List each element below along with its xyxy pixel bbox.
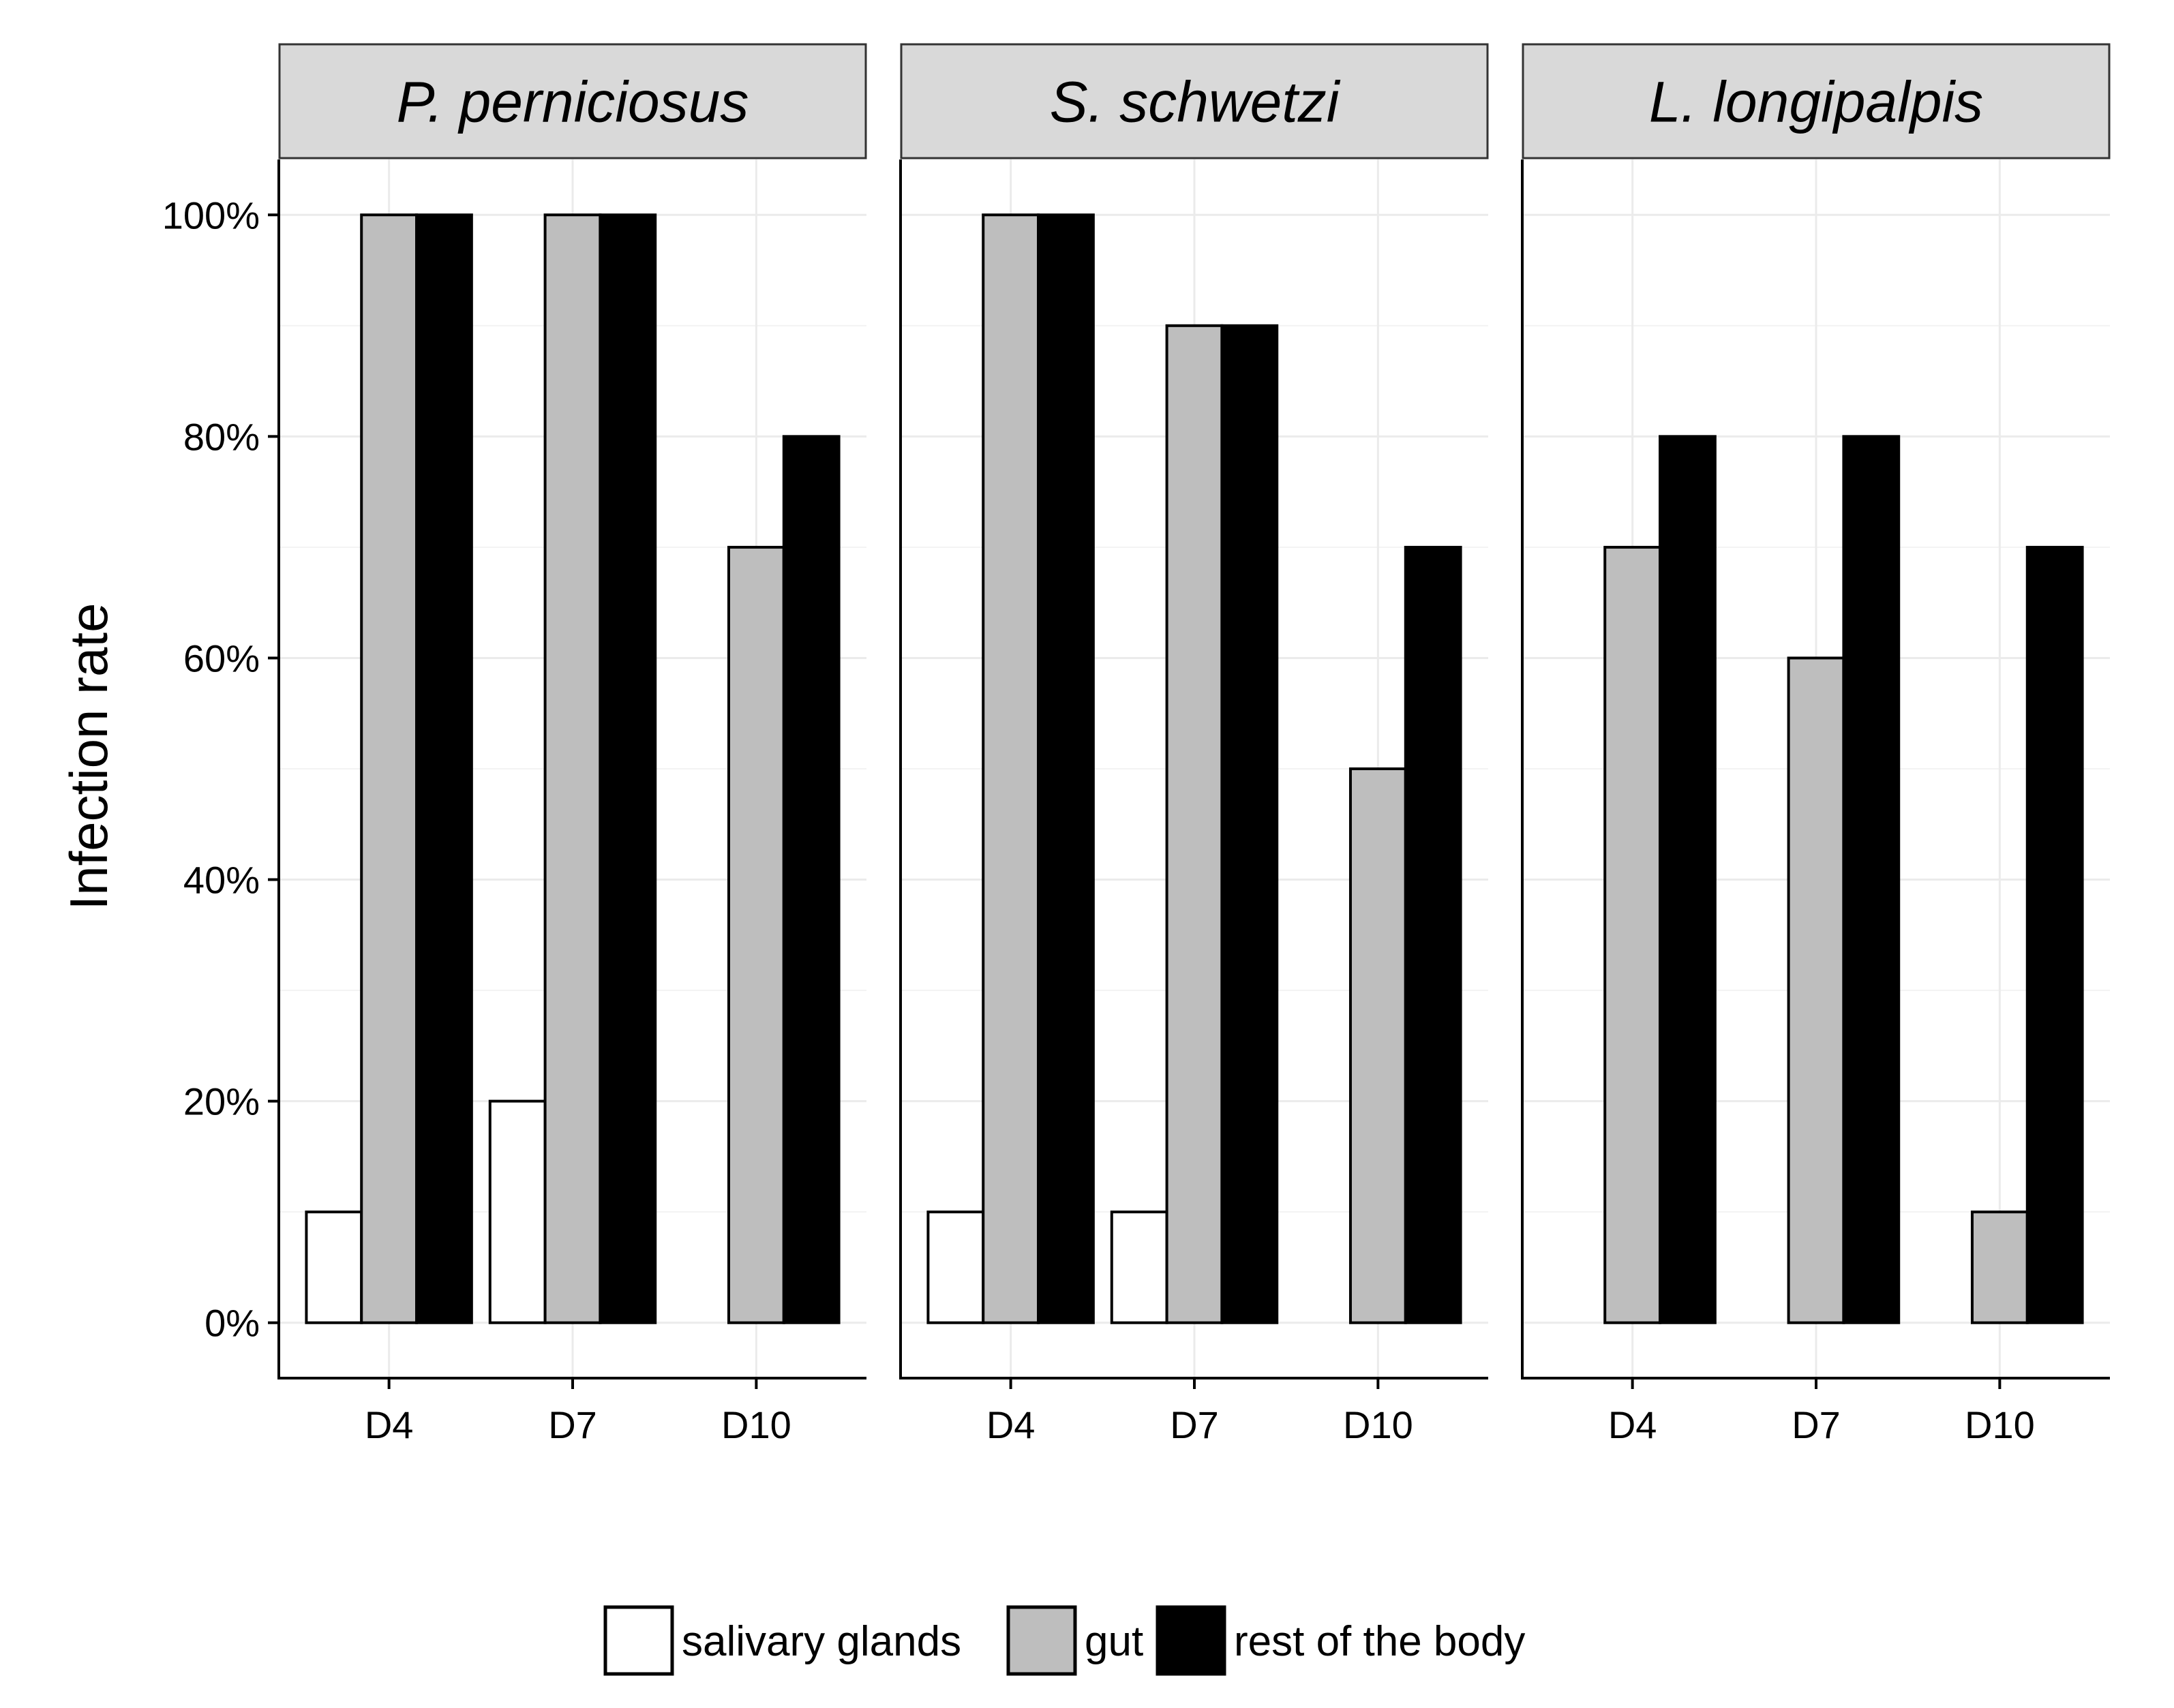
bar-s-schwetzi-d7-salivary-glands <box>1110 1210 1168 1324</box>
facet-strip <box>1522 43 2111 159</box>
y-tick-label: 20% <box>183 1080 260 1123</box>
axis-layer: D4 D7 D10 D4 D7 D10 D4 D7 D10 0% 20% 40% 60% 80% 100% <box>162 159 2110 1446</box>
bar-l-longipalpis-d10-rest-of-the-body <box>2025 545 2084 1324</box>
x-tick-label: D4 <box>1608 1403 1657 1446</box>
legend: salivary glands gut rest of the body <box>603 1605 1525 1676</box>
bar-s-schwetzi-d4-gut <box>982 213 1040 1324</box>
bar-p-perniciosus-d4-salivary-glands <box>305 1210 363 1324</box>
bar-s-schwetzi-d4-rest-of-the-body <box>1037 213 1095 1324</box>
bar-l-longipalpis-d4-rest-of-the-body <box>1659 435 1717 1324</box>
bar-s-schwetzi-d4-salivary-glands <box>926 1210 985 1324</box>
bar-s-schwetzi-d7-rest-of-the-body <box>1220 324 1279 1324</box>
bar-l-longipalpis-d7-rest-of-the-body <box>1842 435 1901 1324</box>
facet-strip <box>900 43 1489 159</box>
x-tick-label: D10 <box>1343 1403 1413 1446</box>
bar-layer <box>305 213 2084 1324</box>
bar-s-schwetzi-d10-rest-of-the-body <box>1404 545 1462 1324</box>
y-tick-label: 60% <box>183 637 260 680</box>
y-axis-title: Infection rate <box>59 603 119 911</box>
bar-p-perniciosus-d4-gut <box>360 213 419 1324</box>
bar-p-perniciosus-d7-rest-of-the-body <box>599 213 657 1324</box>
legend-label-rest-of-the-body: rest of the body <box>1234 1618 1525 1665</box>
bar-s-schwetzi-d10-gut <box>1348 767 1407 1324</box>
facet-title: P. perniciosus <box>397 70 749 134</box>
bar-l-longipalpis-d7-gut <box>1787 656 1845 1324</box>
legend-key-rest-of-the-body <box>1156 1605 1226 1676</box>
facet-strip <box>278 43 867 159</box>
bar-p-perniciosus-d7-gut <box>543 213 602 1324</box>
bar-l-longipalpis-d10-gut <box>1970 1210 2029 1324</box>
x-tick-label: D4 <box>986 1403 1036 1446</box>
legend-label-salivary-glands: salivary glands <box>682 1618 961 1665</box>
y-tick-label: 100% <box>162 194 260 237</box>
x-tick-label: D10 <box>721 1403 791 1446</box>
x-tick-label: D4 <box>365 1403 414 1446</box>
legend-key-salivary-glands <box>603 1605 674 1676</box>
legend-label-gut: gut <box>1085 1618 1143 1665</box>
x-tick-label: D7 <box>1170 1403 1219 1446</box>
y-tick-label: 0% <box>205 1302 260 1345</box>
strip-layer: P. perniciosus S. schwetzi L. longipalpis <box>278 43 2111 159</box>
facet-title: S. schwetzi <box>1050 70 1341 134</box>
x-tick-label: D7 <box>548 1403 597 1446</box>
y-tick-label: 40% <box>183 859 260 902</box>
x-tick-label: D7 <box>1792 1403 1841 1446</box>
bar-p-perniciosus-d4-rest-of-the-body <box>415 213 473 1324</box>
x-tick-label: D10 <box>1965 1403 2035 1446</box>
y-tick-label: 80% <box>183 415 260 458</box>
facet-title: L. longipalpis <box>1649 70 1983 134</box>
bar-p-perniciosus-d10-gut <box>727 545 785 1324</box>
legend-key-gut <box>1006 1605 1077 1676</box>
bar-p-perniciosus-d10-rest-of-the-body <box>782 435 841 1324</box>
bar-l-longipalpis-d4-gut <box>1603 545 1662 1324</box>
bar-s-schwetzi-d7-gut <box>1165 324 1224 1324</box>
bar-p-perniciosus-d7-salivary-glands <box>488 1099 547 1324</box>
